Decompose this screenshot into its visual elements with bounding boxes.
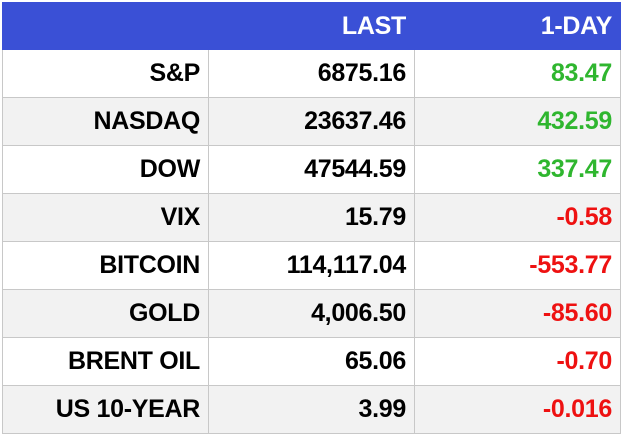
one-day-change: 432.59 [414, 97, 621, 146]
instrument-name: GOLD [2, 289, 209, 338]
table-row: US 10-YEAR 3.99 -0.016 [2, 385, 621, 434]
table-row: VIX 15.79 -0.58 [2, 193, 621, 242]
one-day-change: 83.47 [414, 49, 621, 98]
one-day-change: -85.60 [414, 289, 621, 338]
table-row: BRENT OIL 65.06 -0.70 [2, 337, 621, 386]
table-body: S&P 6875.16 83.47 NASDAQ 23637.46 432.59… [2, 49, 621, 434]
table-row: NASDAQ 23637.46 432.59 [2, 97, 621, 146]
table-header: LAST 1-DAY [2, 2, 621, 50]
instrument-name: BRENT OIL [2, 337, 209, 386]
header-row: LAST 1-DAY [2, 2, 621, 50]
instrument-name: US 10-YEAR [2, 385, 209, 434]
instrument-name: VIX [2, 193, 209, 242]
instrument-name: BITCOIN [2, 241, 209, 290]
last-value: 4,006.50 [208, 289, 415, 338]
header-change-column: 1-DAY [414, 2, 621, 50]
header-last-column: LAST [208, 2, 415, 50]
table-row: DOW 47544.59 337.47 [2, 145, 621, 194]
one-day-change: -0.016 [414, 385, 621, 434]
last-value: 47544.59 [208, 145, 415, 194]
last-value: 3.99 [208, 385, 415, 434]
last-value: 114,117.04 [208, 241, 415, 290]
one-day-change: -553.77 [414, 241, 621, 290]
instrument-name: DOW [2, 145, 209, 194]
last-value: 23637.46 [208, 97, 415, 146]
table-row: BITCOIN 114,117.04 -553.77 [2, 241, 621, 290]
instrument-name: S&P [2, 49, 209, 98]
one-day-change: -0.58 [414, 193, 621, 242]
table-row: GOLD 4,006.50 -85.60 [2, 289, 621, 338]
last-value: 6875.16 [208, 49, 415, 98]
header-name-column [2, 2, 209, 50]
last-value: 15.79 [208, 193, 415, 242]
one-day-change: -0.70 [414, 337, 621, 386]
one-day-change: 337.47 [414, 145, 621, 194]
last-value: 65.06 [208, 337, 415, 386]
instrument-name: NASDAQ [2, 97, 209, 146]
table-row: S&P 6875.16 83.47 [2, 49, 621, 98]
